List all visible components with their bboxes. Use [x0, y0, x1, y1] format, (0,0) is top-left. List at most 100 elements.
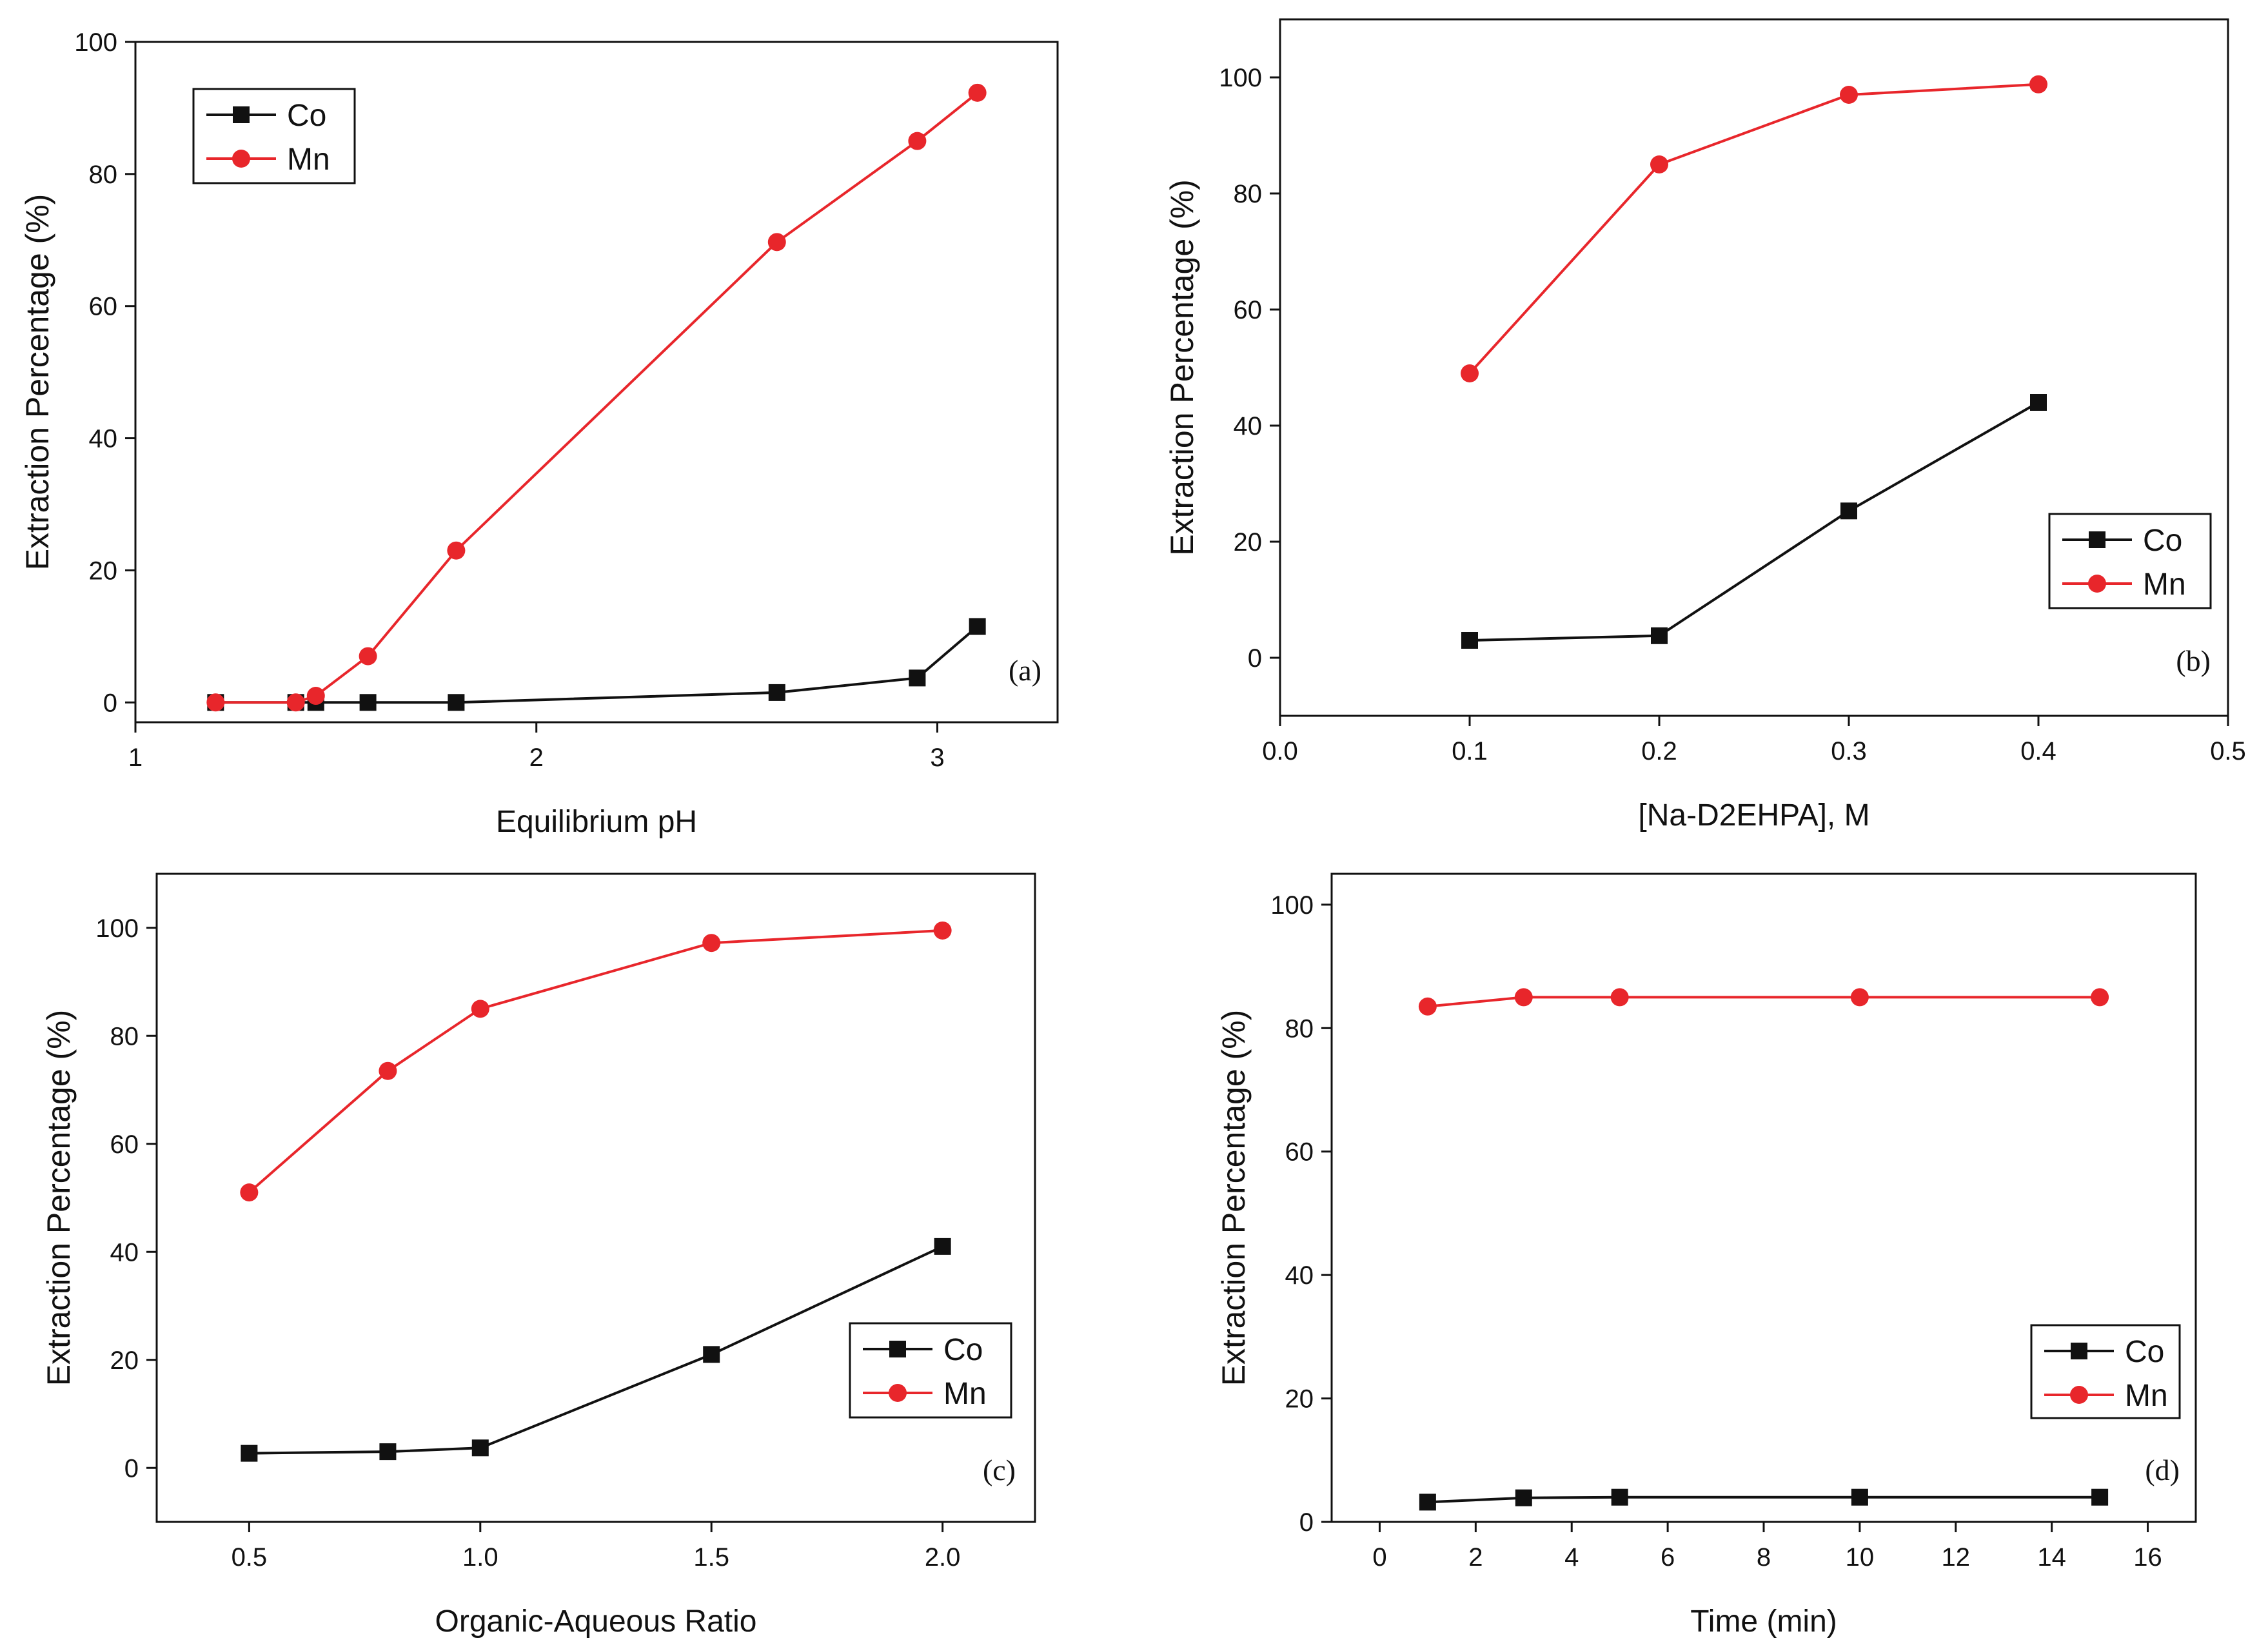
- data-point-co: [2091, 1488, 2109, 1506]
- y-axis-label: Extraction Percentage (%): [1164, 179, 1200, 556]
- data-point-mn: [908, 132, 927, 150]
- data-point-co: [2030, 394, 2047, 411]
- data-point-mn: [447, 541, 466, 560]
- data-point-co: [241, 1445, 258, 1462]
- y-tick-label: 20: [110, 1346, 139, 1375]
- data-point-mn: [767, 233, 786, 251]
- y-tick-label: 80: [1234, 180, 1263, 208]
- x-tick-label: 0.5: [232, 1543, 268, 1572]
- x-tick-label: 1: [128, 744, 143, 772]
- data-point-co: [909, 669, 926, 687]
- data-point-co: [1461, 632, 1478, 649]
- x-tick-label: 8: [1757, 1543, 1771, 1572]
- data-point-mn: [2029, 75, 2047, 94]
- x-axis-label: [Na-D2EHPA], M: [1638, 798, 1869, 833]
- x-tick-label: 2.0: [925, 1543, 961, 1572]
- data-point-mn: [1610, 988, 1629, 1007]
- x-axis-label: Equilibrium pH: [496, 805, 697, 839]
- data-point-co: [1840, 502, 1857, 520]
- panel-label: (b): [2176, 644, 2211, 677]
- y-tick-label: 100: [1219, 64, 1262, 92]
- y-tick-label: 20: [1234, 528, 1263, 557]
- x-tick-label: 3: [930, 744, 944, 772]
- y-tick-label: 80: [89, 161, 118, 189]
- legend-label-co: Co: [287, 99, 326, 133]
- legend-marker-mn: [232, 150, 250, 168]
- y-tick-label: 0: [103, 689, 117, 717]
- data-point-mn: [1514, 988, 1533, 1007]
- data-point-mn: [240, 1183, 259, 1202]
- data-point-co: [1611, 1488, 1628, 1506]
- data-point-co: [1851, 1488, 1868, 1506]
- y-tick-label: 20: [89, 557, 118, 585]
- y-axis-label: Extraction Percentage (%): [19, 194, 55, 571]
- data-point-co: [703, 1346, 720, 1363]
- legend-box: [2030, 1324, 2181, 1419]
- y-axis-label: Extraction Percentage (%): [41, 1010, 77, 1386]
- x-tick-label: 0: [1372, 1543, 1386, 1572]
- x-tick-label: 2: [529, 744, 544, 772]
- legend: Co Mn: [2030, 1324, 2181, 1419]
- plot-frame: [134, 41, 1059, 724]
- x-tick-label: 16: [2133, 1543, 2162, 1572]
- data-point-co: [969, 618, 986, 635]
- data-point-co: [768, 684, 785, 701]
- y-tick-label: 40: [1234, 412, 1263, 440]
- x-tick-label: 4: [1564, 1543, 1579, 1572]
- chart-panel-b: 0.0 0.1 0.2 0.3 0.4 0.5 0 20 40 60 80 100 [Na-D2EHPA…: [1164, 18, 2246, 833]
- x-tick-label: 0.1: [1452, 737, 1488, 765]
- x-axis-label: Organic-Aqueous Ratio: [435, 1604, 757, 1639]
- legend-label-mn: Mn: [943, 1377, 987, 1411]
- data-point-mn: [206, 693, 225, 712]
- chart-panel-a: 1 2 3 0 20 40 60 80 100 Equilibrium pH Extraction …: [19, 28, 1059, 839]
- data-point-co: [379, 1443, 397, 1461]
- y-tick-label: 80: [1285, 1014, 1314, 1043]
- data-point-co: [1515, 1489, 1532, 1506]
- legend-marker-co: [233, 106, 250, 123]
- legend-label-co: Co: [943, 1333, 983, 1367]
- y-tick-label: 100: [1270, 891, 1314, 920]
- x-tick-label: 0.3: [1831, 737, 1867, 765]
- chart-panel-c: 0.5 1.0 1.5 2.0 0 20 40 60 80 100 Organic-Aqueous …: [41, 873, 1036, 1639]
- plot-frame: [1279, 18, 2229, 717]
- x-tick-label: 6: [1661, 1543, 1675, 1572]
- y-tick-label: 0: [124, 1454, 139, 1483]
- y-tick-label: 60: [89, 293, 118, 321]
- y-tick-label: 60: [110, 1130, 139, 1159]
- x-tick-label: 0.4: [2020, 737, 2056, 765]
- y-tick-label: 60: [1285, 1138, 1314, 1167]
- data-point-mn: [286, 693, 305, 712]
- data-point-mn: [968, 83, 987, 102]
- x-tick-label: 14: [2037, 1543, 2066, 1572]
- data-point-mn: [1461, 364, 1479, 382]
- data-point-co: [1651, 627, 1668, 644]
- data-point-mn: [933, 921, 952, 940]
- panel-label: (d): [2145, 1454, 2180, 1486]
- plot-frame: [1330, 873, 2197, 1523]
- y-tick-label: 80: [110, 1022, 139, 1050]
- y-tick-label: 60: [1234, 296, 1263, 324]
- legend: Co Mn: [849, 1322, 1012, 1419]
- legend-label-mn: Mn: [287, 143, 330, 177]
- x-tick-label: 0.0: [1262, 737, 1298, 765]
- data-point-mn: [702, 934, 721, 952]
- series-line-co: [215, 625, 979, 704]
- data-point-co: [359, 694, 377, 711]
- data-point-co: [471, 1439, 489, 1457]
- series-line-mn: [248, 929, 943, 1194]
- x-axis-label: Time (min): [1690, 1604, 1837, 1639]
- x-tick-label: 12: [1942, 1543, 1971, 1572]
- data-point-mn: [306, 687, 325, 705]
- series-line-co: [1469, 401, 2039, 642]
- data-point-mn: [1650, 155, 1668, 173]
- y-tick-label: 0: [1248, 644, 1262, 673]
- x-tick-label: 2: [1468, 1543, 1483, 1572]
- series-line-co: [249, 1245, 943, 1455]
- legend-label-co: Co: [2143, 524, 2182, 558]
- legend-marker-mn: [2088, 575, 2106, 593]
- y-axis-label: Extraction Percentage (%): [1216, 1010, 1252, 1386]
- legend: Co Mn: [192, 88, 356, 184]
- y-tick-label: 40: [110, 1238, 139, 1267]
- series-line-mn: [1468, 83, 2039, 375]
